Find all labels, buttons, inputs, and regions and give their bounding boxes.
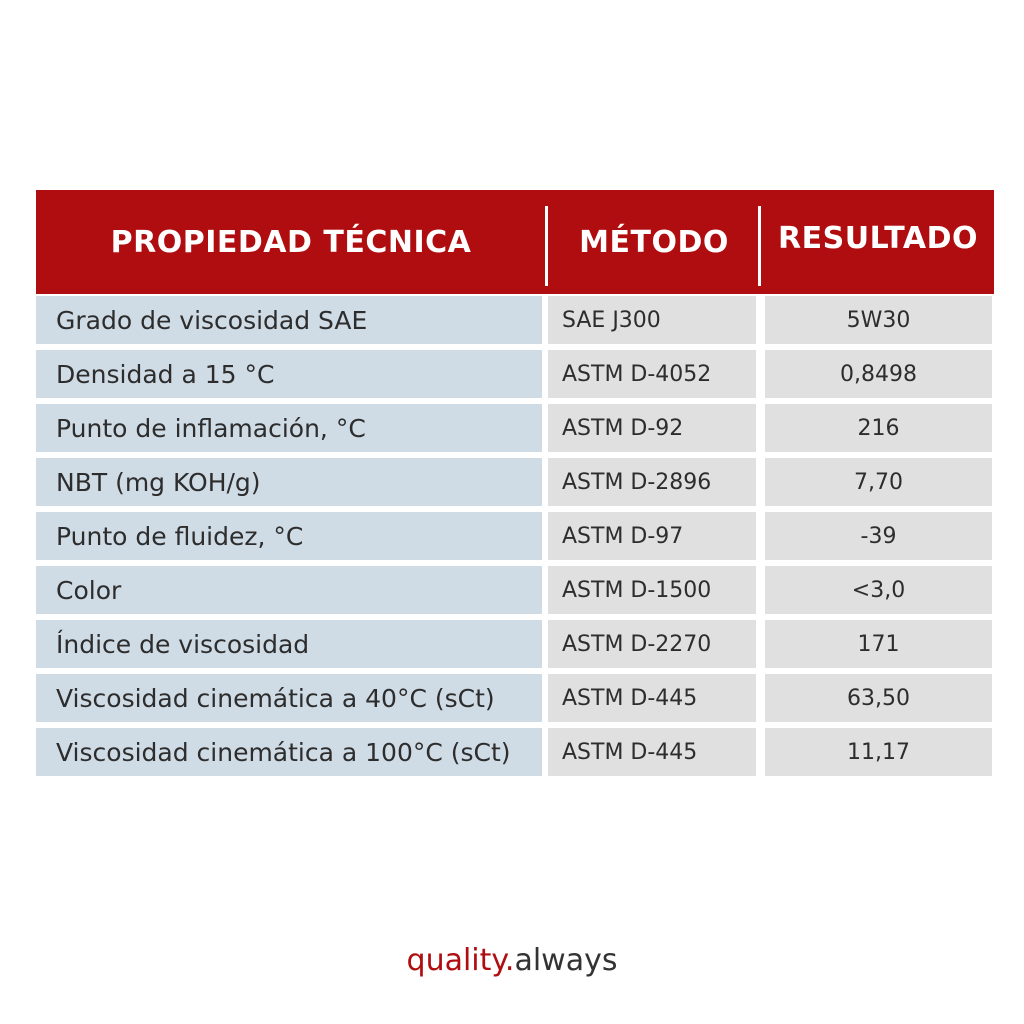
result-cell: 216: [765, 404, 992, 452]
result-cell: 171: [765, 620, 992, 668]
header-method: MÉTODO: [579, 224, 729, 260]
property-cell: Punto de fluidez, °C: [36, 512, 542, 560]
table-row: Punto de fluidez, °C ASTM D-97 -39: [36, 510, 994, 564]
property-cell: Grado de viscosidad SAE: [36, 296, 542, 344]
property-cell: Color: [36, 566, 542, 614]
spec-table: PROPIEDAD TÉCNICA MÉTODO RESULTADO Grado…: [36, 190, 994, 780]
method-cell: ASTM D-445: [548, 674, 756, 722]
table-row: NBT (mg KOH/g) ASTM D-2896 7,70: [36, 456, 994, 510]
property-cell: Viscosidad cinemática a 40°C (sCt): [36, 674, 542, 722]
method-cell: SAE J300: [548, 296, 756, 344]
method-cell: ASTM D-445: [548, 728, 756, 776]
result-cell: -39: [765, 512, 992, 560]
result-cell: 7,70: [765, 458, 992, 506]
method-cell: ASTM D-97: [548, 512, 756, 560]
tagline-quality: quality: [406, 943, 505, 978]
result-cell: 11,17: [765, 728, 992, 776]
table-row: Viscosidad cinemática a 100°C (sCt) ASTM…: [36, 726, 994, 780]
method-cell: ASTM D-2270: [548, 620, 756, 668]
property-cell: Viscosidad cinemática a 100°C (sCt): [36, 728, 542, 776]
table-row: Índice de viscosidad ASTM D-2270 171: [36, 618, 994, 672]
table-row: Color ASTM D-1500 <3,0: [36, 564, 994, 618]
table-row: Punto de inflamación, °C ASTM D-92 216: [36, 402, 994, 456]
method-cell: ASTM D-4052: [548, 350, 756, 398]
table-row: Grado de viscosidad SAE SAE J300 5W30: [36, 294, 994, 348]
result-cell: 5W30: [765, 296, 992, 344]
method-cell: ASTM D-1500: [548, 566, 756, 614]
table-header: PROPIEDAD TÉCNICA MÉTODO RESULTADO: [36, 190, 994, 294]
property-cell: NBT (mg KOH/g): [36, 458, 542, 506]
header-divider: [758, 206, 761, 286]
tagline-always: always: [514, 943, 618, 978]
method-cell: ASTM D-92: [548, 404, 756, 452]
header-divider: [545, 206, 548, 286]
result-cell: 0,8498: [765, 350, 992, 398]
property-cell: Índice de viscosidad: [36, 620, 542, 668]
result-cell: 63,50: [765, 674, 992, 722]
tagline-dot: .: [504, 943, 515, 978]
header-result: RESULTADO: [778, 220, 978, 256]
table-row: Viscosidad cinemática a 40°C (sCt) ASTM …: [36, 672, 994, 726]
table-row: Densidad a 15 °C ASTM D-4052 0,8498: [36, 348, 994, 402]
property-cell: Punto de inflamación, °C: [36, 404, 542, 452]
method-cell: ASTM D-2896: [548, 458, 756, 506]
result-cell: <3,0: [765, 566, 992, 614]
header-property: PROPIEDAD TÉCNICA: [110, 224, 472, 260]
property-cell: Densidad a 15 °C: [36, 350, 542, 398]
brand-tagline: quality.always: [0, 943, 1024, 978]
